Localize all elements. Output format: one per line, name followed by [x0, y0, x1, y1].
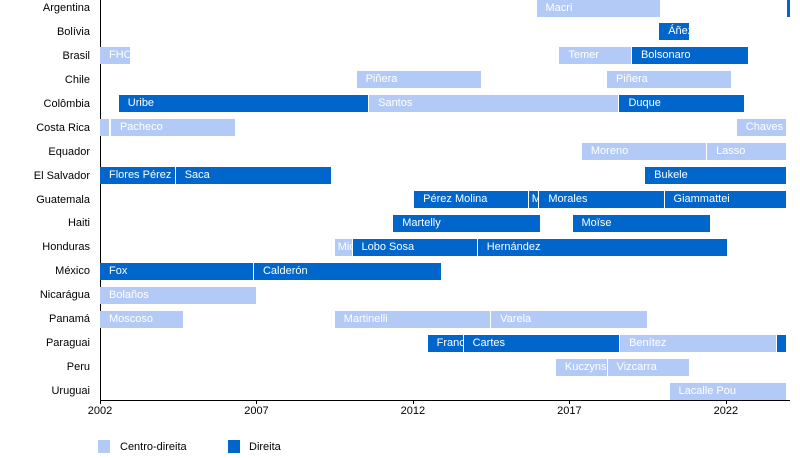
x-tick [569, 400, 571, 404]
x-tick [725, 400, 727, 404]
term-bar: Franco [427, 334, 463, 352]
legend-swatch-direita [228, 440, 240, 453]
term-bar: Moïse [572, 214, 710, 232]
term-bar [786, 0, 790, 17]
country-label: Honduras [42, 241, 90, 254]
x-tick [412, 400, 414, 404]
country-label: Costa Rica [36, 121, 90, 134]
term-bar: Maldonado [528, 191, 539, 209]
term-bar: FHC [100, 47, 131, 65]
country-label: Guatemala [36, 193, 90, 206]
term-bar: Hernández [477, 238, 728, 256]
x-tick [100, 400, 101, 404]
term-bar: Moscoso [100, 310, 183, 328]
term-bar: Bolaños [100, 286, 257, 304]
term-bar: Micheletti [334, 238, 352, 256]
country-label: Nicarágua [39, 289, 90, 302]
term-bar: Santos [369, 95, 619, 113]
term-bar: Lasso [707, 143, 786, 161]
term-bar: Cartes [463, 334, 620, 352]
term-bar: Varela [491, 310, 647, 328]
country-label: Uruguai [51, 385, 90, 398]
country-label: Paraguai [45, 337, 90, 350]
term-bar: Fox [100, 262, 253, 280]
term-bar: Moreno [581, 143, 707, 161]
country-label: Equador [48, 145, 90, 158]
term-bar: Uribe [118, 95, 369, 113]
country-label: Peru [66, 361, 90, 374]
term-bar: Pérez Molina [414, 191, 528, 209]
x-tick-label: 2012 [400, 405, 426, 417]
country-label: El Salvador [33, 169, 90, 182]
term-bar: Macri [536, 0, 661, 17]
term-bar: Pacheco [110, 119, 236, 137]
term-bar: Piñera [356, 71, 481, 89]
x-tick-label: 2017 [557, 405, 582, 417]
x-tick-label: 2022 [713, 405, 739, 417]
term-bar: Áñez [659, 23, 690, 41]
country-label: Panamá [49, 313, 90, 326]
country-label: Haiti [67, 217, 90, 230]
legend-label-direita: Direita [249, 441, 281, 453]
term-bar: Martelly [393, 214, 541, 232]
term-bar: Lobo Sosa [352, 238, 477, 256]
term-bar: Piñera [606, 71, 732, 89]
term-bar: Calderón [253, 262, 441, 280]
x-tick-label: 2007 [244, 405, 269, 417]
term-bar: Morales [539, 191, 664, 209]
term-bar [100, 119, 110, 137]
term-bar: Duque [619, 95, 744, 113]
country-label: Brasil [62, 49, 90, 62]
term-bar: Chaves [736, 119, 786, 137]
term-bar [776, 334, 786, 352]
term-bar: Lacalle Pou [669, 382, 786, 400]
country-label: México [55, 265, 90, 278]
term-bar: Kuczynski [555, 358, 607, 376]
x-tick-label: 2002 [87, 405, 113, 417]
term-bar: Saca [175, 167, 332, 185]
term-bar: Vizcarra [607, 358, 690, 376]
term-bar: Bolsonaro [631, 47, 748, 65]
term-bar: Temer [559, 47, 631, 65]
term-bar: Giammattei [664, 191, 786, 209]
legend-label-centro-direita: Centro-direita [120, 441, 187, 453]
country-label: Argentina [42, 2, 90, 14]
y-axis-line [100, 0, 101, 400]
term-bar: Benítez [620, 334, 776, 352]
x-tick [256, 400, 258, 404]
country-label: Chile [64, 73, 90, 86]
x-axis-line [100, 400, 790, 401]
country-label: Bolívia [56, 25, 90, 38]
term-bar: Martinelli [334, 310, 491, 328]
term-bar: Bukele [645, 167, 786, 185]
legend-swatch-centro-direita [98, 440, 110, 453]
term-bar: Flores Pérez [100, 167, 175, 185]
country-label: Colômbia [43, 97, 90, 110]
